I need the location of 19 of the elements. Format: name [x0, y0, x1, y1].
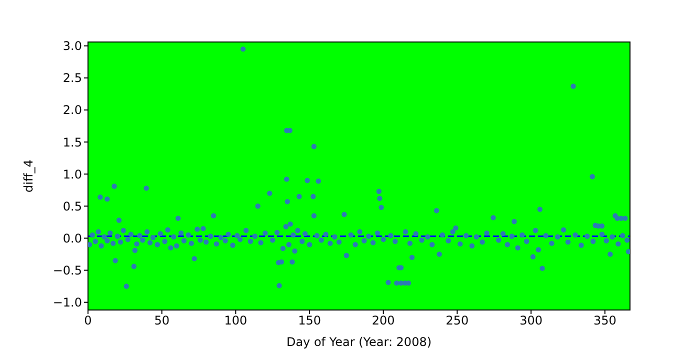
x-axis-title: Day of Year (Year: 2008): [286, 335, 432, 349]
y-tick-label: 3.0: [62, 39, 82, 54]
x-tick-label: 200: [372, 314, 395, 328]
y-tick-label: 0.5: [62, 199, 82, 214]
x-tick-label: 300: [520, 314, 543, 328]
y-tick-label: 1.0: [62, 167, 82, 182]
x-tick-label: 250: [446, 314, 469, 328]
y-tick-label: 2.0: [62, 103, 82, 118]
x-tick-label: 150: [298, 314, 321, 328]
y-tick-label: 1.5: [62, 135, 82, 150]
x-tick-label: 0: [84, 314, 92, 328]
y-tick-label: 2.5: [62, 71, 82, 86]
y-axis-title: diff_4: [21, 160, 36, 192]
y-tick-label: −0.5: [52, 264, 82, 278]
x-tick-label: 350: [593, 314, 616, 328]
y-tick-label: 0.0: [62, 231, 82, 246]
y-tick-label: −1.0: [52, 296, 82, 310]
x-tick-label: 100: [224, 314, 248, 328]
x-tick-label: 50: [154, 314, 170, 328]
